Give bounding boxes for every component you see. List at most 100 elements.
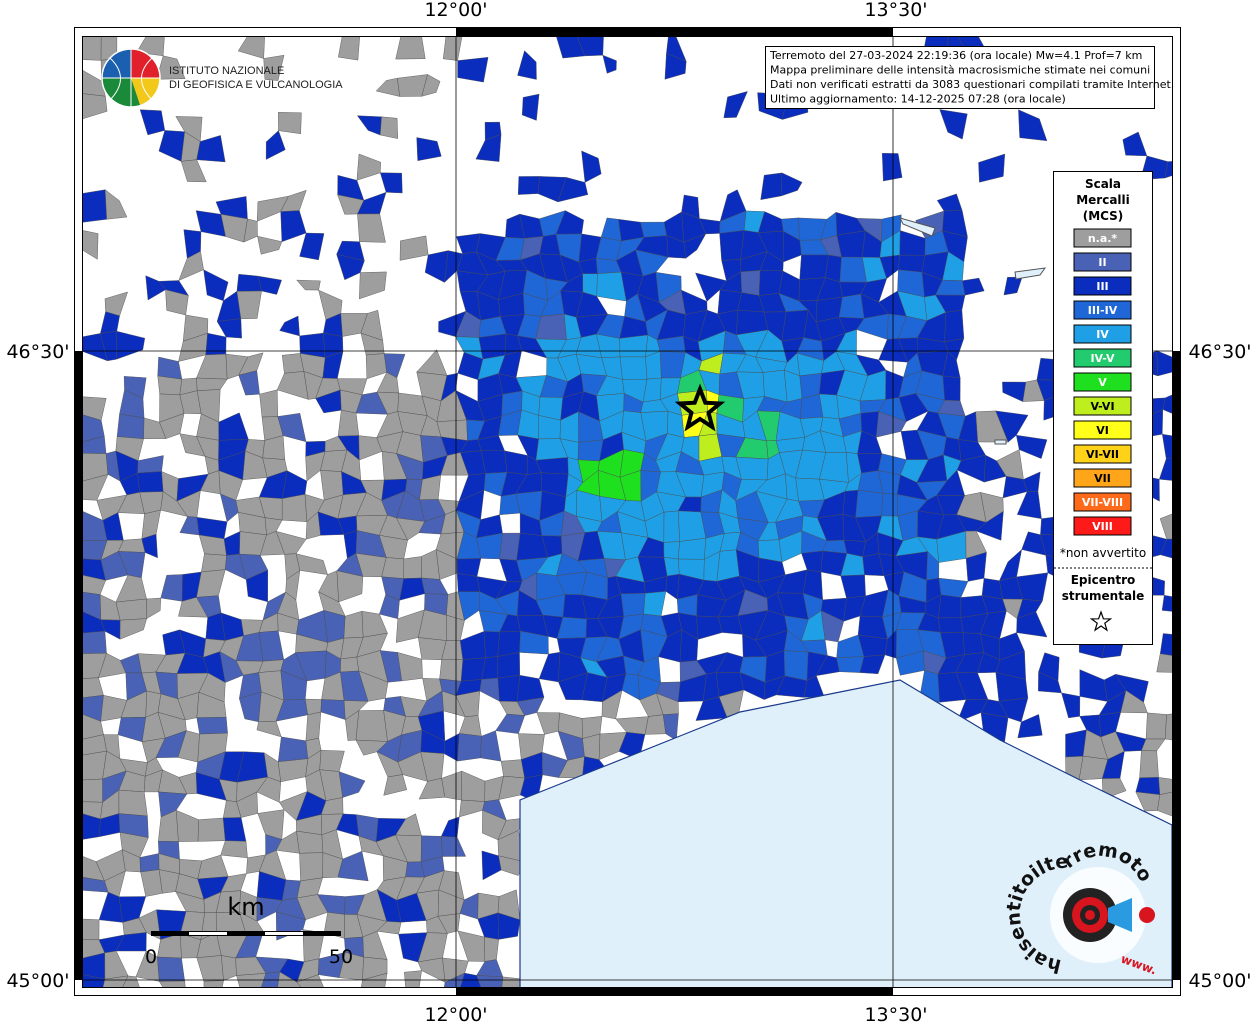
municipality bbox=[137, 471, 164, 493]
municipality bbox=[137, 455, 164, 474]
municipality bbox=[836, 656, 865, 673]
municipality bbox=[115, 598, 147, 621]
municipality bbox=[480, 730, 502, 762]
municipality bbox=[938, 577, 969, 598]
municipality bbox=[295, 553, 328, 575]
municipality bbox=[459, 799, 485, 818]
municipality bbox=[140, 869, 163, 897]
municipality bbox=[338, 36, 361, 61]
municipality bbox=[375, 77, 401, 97]
municipality bbox=[197, 817, 226, 842]
municipality bbox=[840, 574, 866, 599]
municipality bbox=[145, 275, 166, 301]
municipality bbox=[257, 275, 282, 295]
municipality bbox=[644, 714, 667, 735]
municipality bbox=[203, 980, 224, 988]
municipality bbox=[936, 193, 963, 212]
legend-title: (MCS) bbox=[1083, 209, 1124, 223]
legend-swatch bbox=[1073, 420, 1132, 440]
municipality bbox=[978, 153, 1006, 183]
lat-label: 46°30' bbox=[6, 341, 69, 363]
municipality bbox=[277, 736, 309, 763]
municipality bbox=[299, 852, 324, 882]
municipality bbox=[881, 153, 903, 182]
municipality bbox=[517, 409, 539, 440]
municipality bbox=[723, 91, 748, 119]
legend-swatch bbox=[1073, 300, 1132, 320]
info-line: Dati non verificati estratti da 3083 que… bbox=[770, 78, 1174, 91]
municipality bbox=[115, 574, 147, 603]
municipality bbox=[760, 172, 783, 200]
municipality bbox=[825, 254, 842, 283]
municipality bbox=[443, 733, 460, 762]
municipality bbox=[299, 232, 325, 261]
municipality bbox=[236, 273, 262, 292]
municipality bbox=[640, 221, 667, 238]
municipality bbox=[157, 356, 183, 380]
municipality bbox=[404, 970, 422, 988]
municipality bbox=[536, 712, 560, 735]
lon-label: 13°30' bbox=[864, 1004, 927, 1024]
municipality bbox=[944, 309, 965, 343]
municipality bbox=[440, 816, 460, 838]
municipality bbox=[100, 311, 120, 334]
municipality bbox=[196, 377, 228, 391]
municipality bbox=[1003, 276, 1023, 296]
legend-label: IV-V bbox=[1090, 352, 1115, 365]
municipality bbox=[535, 457, 569, 475]
municipality bbox=[459, 631, 486, 660]
municipality bbox=[643, 591, 667, 617]
municipality bbox=[277, 758, 309, 783]
municipality bbox=[323, 610, 346, 643]
municipality bbox=[296, 974, 325, 988]
municipality bbox=[619, 356, 648, 380]
legend-label: VII-VIII bbox=[1082, 496, 1123, 509]
legend-swatch bbox=[1073, 468, 1132, 488]
ingv-logo: ISTITUTO NAZIONALE DI GEOFISICA E VULCAN… bbox=[101, 48, 343, 108]
municipality bbox=[461, 770, 486, 802]
legend-label: V-VI bbox=[1090, 400, 1114, 413]
municipality bbox=[441, 836, 467, 857]
municipality bbox=[459, 715, 482, 737]
municipality bbox=[175, 809, 199, 842]
municipality bbox=[399, 577, 426, 601]
municipality bbox=[1135, 777, 1161, 795]
lake bbox=[899, 217, 1047, 445]
municipality bbox=[740, 270, 761, 296]
municipality bbox=[1156, 653, 1172, 673]
municipality bbox=[82, 230, 99, 260]
municipality bbox=[476, 532, 503, 560]
municipality bbox=[538, 651, 561, 683]
municipality bbox=[337, 850, 369, 882]
frame-band bbox=[1172, 351, 1181, 980]
municipality bbox=[196, 569, 226, 598]
municipality bbox=[157, 375, 183, 396]
municipality bbox=[102, 975, 129, 988]
municipality bbox=[663, 510, 681, 543]
municipality bbox=[838, 293, 865, 319]
municipality bbox=[340, 656, 360, 673]
municipality bbox=[665, 573, 680, 600]
municipality bbox=[939, 109, 968, 140]
municipality bbox=[783, 650, 809, 681]
legend-label: VII bbox=[1094, 472, 1111, 485]
scale-label: 50 bbox=[329, 946, 353, 968]
municipality bbox=[439, 659, 464, 682]
municipality bbox=[383, 774, 408, 796]
municipality bbox=[362, 930, 388, 960]
municipality bbox=[1002, 381, 1027, 402]
municipality bbox=[160, 574, 183, 602]
municipality bbox=[197, 854, 229, 880]
municipality bbox=[504, 450, 528, 475]
municipality bbox=[356, 153, 381, 181]
legend-swatch bbox=[1073, 516, 1132, 536]
legend-swatch bbox=[1073, 228, 1132, 248]
municipality bbox=[457, 57, 489, 83]
municipality bbox=[238, 370, 260, 396]
municipality bbox=[201, 553, 227, 573]
municipality bbox=[356, 115, 382, 136]
municipality bbox=[82, 677, 104, 699]
municipality bbox=[664, 53, 687, 80]
legend-label: III bbox=[1096, 280, 1108, 293]
